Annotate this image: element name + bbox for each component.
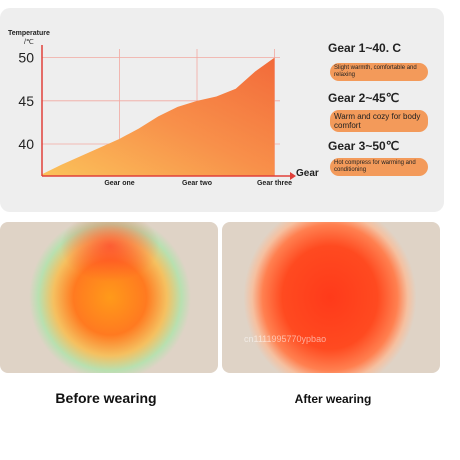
x-axis-label: Gear bbox=[296, 168, 319, 179]
y-tick-label: 45 bbox=[18, 93, 34, 109]
gear-desc: Warm and cozy for body comfort bbox=[330, 110, 428, 132]
y-tick-label: 50 bbox=[18, 50, 34, 66]
gear-desc: Slight warmth, comfortable and relaxing bbox=[330, 63, 428, 81]
y-axis-unit: /℃ bbox=[24, 39, 34, 46]
caption: After wearing bbox=[294, 392, 372, 406]
gear-title: Gear 2~45℃ bbox=[328, 91, 400, 105]
area bbox=[42, 57, 275, 176]
gear-title: Gear 1~40. C bbox=[328, 41, 402, 55]
y-tick-label: 40 bbox=[18, 136, 34, 152]
x-tick-label: Gear three bbox=[257, 180, 292, 187]
after-image: cn1111995770ypbao bbox=[222, 222, 440, 373]
x-axis-arrow bbox=[290, 172, 296, 180]
gear-desc: Hot compress for warming and conditionin… bbox=[330, 158, 428, 176]
y-axis-label: Temperature bbox=[8, 30, 50, 37]
before-image bbox=[0, 222, 218, 373]
x-tick-label: Gear one bbox=[104, 180, 134, 187]
gear-title: Gear 3~50℃ bbox=[328, 139, 400, 153]
caption: Before wearing bbox=[55, 390, 157, 406]
chart: 40 45 50 Gear one Gear two Gear three Tempera… bbox=[8, 30, 319, 187]
x-tick-label: Gear two bbox=[182, 180, 212, 187]
watermark: cn1111995770ypbao bbox=[244, 334, 327, 344]
